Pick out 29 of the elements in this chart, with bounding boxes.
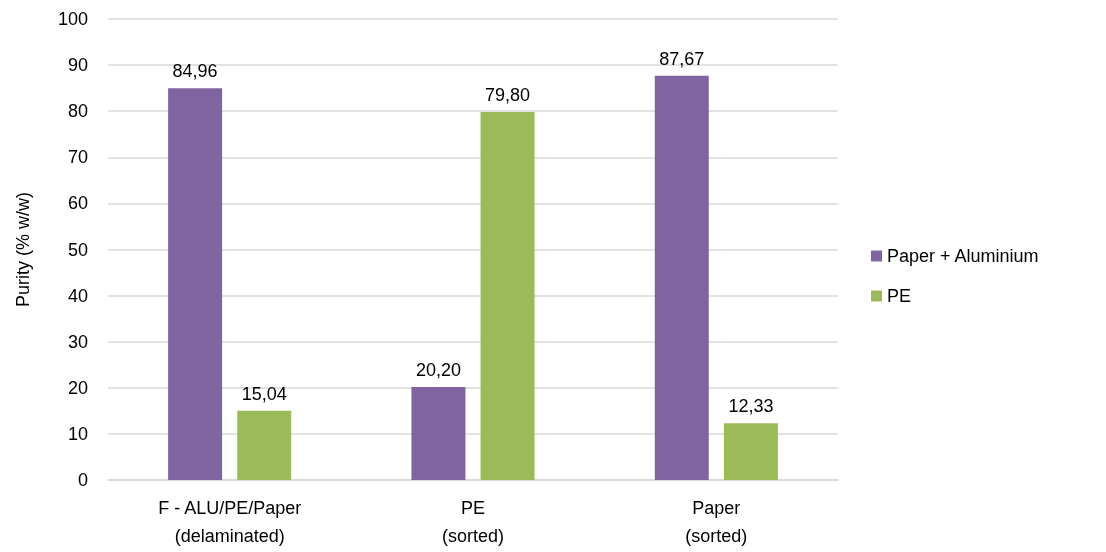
y-tick-label: 70 <box>67 147 88 168</box>
y-tick-label: 80 <box>67 101 88 122</box>
bar <box>480 112 535 480</box>
data-label: 12,33 <box>728 396 774 417</box>
y-tick-label: 20 <box>67 377 88 398</box>
bar <box>654 75 709 480</box>
y-tick-label: 40 <box>67 285 88 306</box>
y-tick-label: 0 <box>77 470 88 490</box>
y-tick-label: 50 <box>67 239 88 260</box>
data-label: 20,20 <box>415 359 461 380</box>
bar <box>237 410 292 480</box>
bar <box>411 386 466 480</box>
x-tick-label: Paper (sorted) <box>685 498 748 546</box>
data-label: 84,96 <box>172 61 218 82</box>
bar <box>723 423 778 480</box>
legend-label: Paper + Aluminium <box>887 246 1039 266</box>
y-tick-label: 30 <box>67 331 88 352</box>
data-label: 87,67 <box>659 48 705 69</box>
bar <box>168 88 223 480</box>
y-tick-label: 90 <box>67 55 88 76</box>
y-tick-label: 60 <box>67 193 88 214</box>
y-tick-label: 100 <box>57 9 88 29</box>
x-tick-label: F - ALU/PE/Paper (delaminated) <box>158 498 302 546</box>
y-tick-label: 10 <box>67 423 88 444</box>
data-label: 79,80 <box>485 85 531 106</box>
x-tick-label: PE (sorted) <box>441 498 505 546</box>
y-axis-title: Purity (% w/w) <box>13 191 33 308</box>
legend-label: PE <box>887 286 912 306</box>
data-label: 15,04 <box>241 383 287 404</box>
